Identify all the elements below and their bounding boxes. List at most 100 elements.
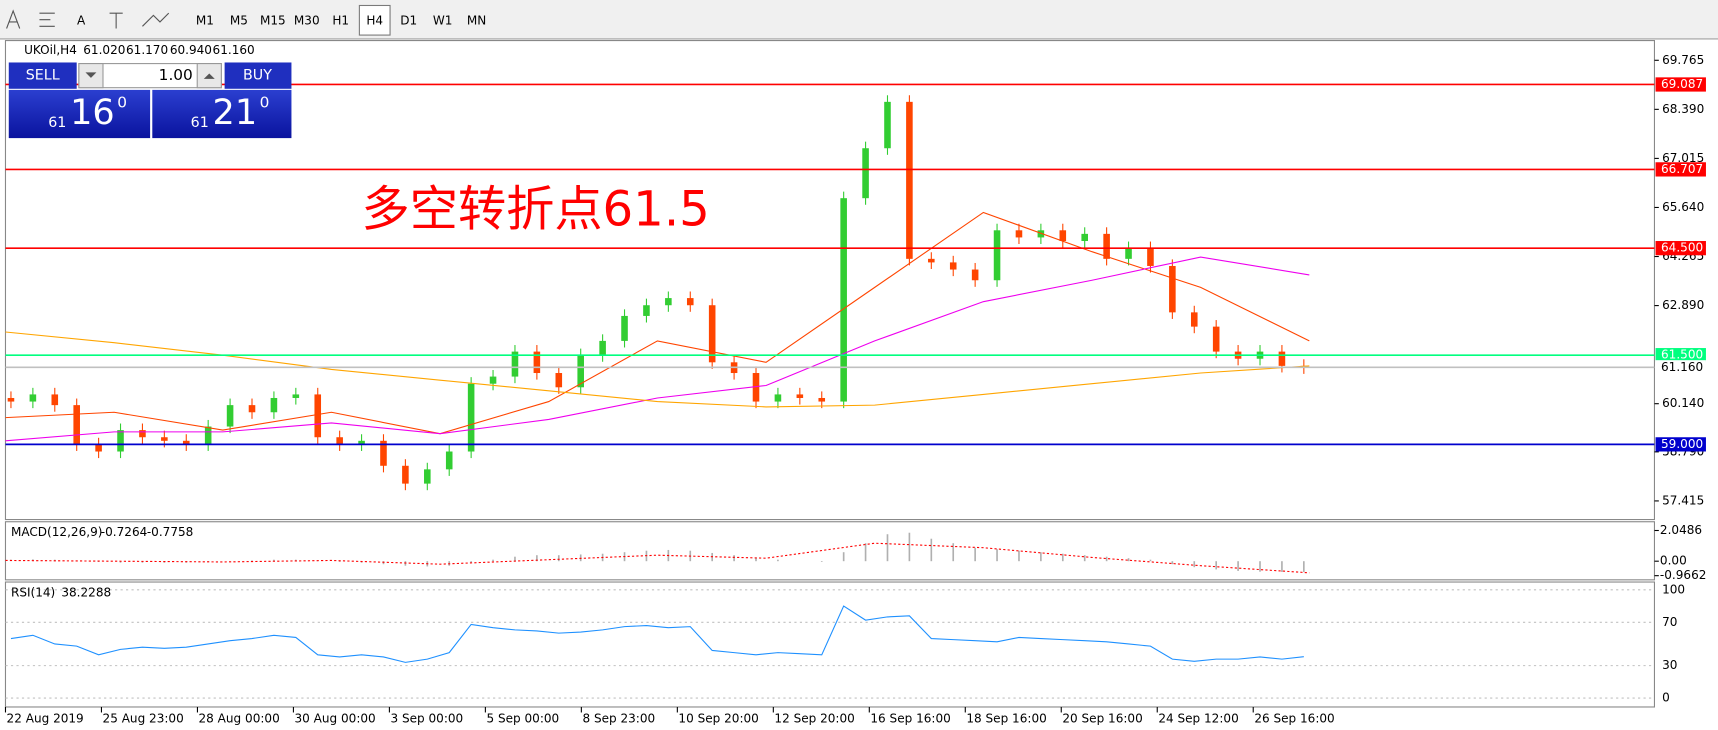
candle <box>796 394 804 398</box>
high-price: 61.170 <box>126 43 168 57</box>
macd-plot: 2.0486 0.00-0.9662 <box>5 523 1706 582</box>
buy-label[interactable]: BUY <box>243 68 272 84</box>
level-label: 64.500 <box>1661 241 1703 255</box>
timeframe-button[interactable]: D1 <box>400 13 417 27</box>
icon-crosshair[interactable] <box>6 9 21 29</box>
date-label: 30 Aug 00:00 <box>295 712 376 726</box>
sell-button[interactable] <box>8 62 77 89</box>
candle <box>445 451 453 470</box>
candle <box>643 305 650 316</box>
moving-average <box>5 256 1310 442</box>
candle <box>1125 248 1132 259</box>
main-plot: 69.76568.39067.01565.64064.26562.89060.1… <box>5 53 1706 507</box>
candle <box>533 351 541 374</box>
candle <box>686 298 694 306</box>
candle <box>949 262 957 270</box>
active-timeframe <box>358 4 391 36</box>
candle <box>840 198 847 402</box>
price-tick-label: 67.015 <box>1662 151 1704 165</box>
down-arrow <box>85 72 97 78</box>
candle <box>599 340 606 356</box>
icon-fibo[interactable] <box>39 12 55 27</box>
candle <box>555 373 563 388</box>
level-tag <box>1655 437 1706 452</box>
timeframe-button[interactable]: M30 <box>294 13 320 27</box>
date-label: 28 Aug 00:00 <box>199 712 280 726</box>
annotation: 多空转折点61.5 <box>362 182 710 238</box>
macd-tick-label: 2.0486 <box>1660 523 1702 537</box>
candle <box>7 397 15 402</box>
rsi-label: RSI(14) <box>11 585 55 599</box>
candle <box>29 394 37 402</box>
date-label: 12 Sep 20:00 <box>774 712 854 726</box>
timeframe-button[interactable]: M15 <box>260 13 286 27</box>
candle <box>971 269 979 281</box>
candle <box>358 440 365 445</box>
one-click-trade: SELL 1.00 BUY 61 16 0 61 21 0 <box>8 62 292 139</box>
ask-box[interactable] <box>152 89 292 139</box>
rsi-tick-label: 70 <box>1662 615 1677 629</box>
date-label: 22 Aug 2019 <box>7 712 84 726</box>
rsi-panel <box>4 581 1655 708</box>
candle <box>1059 230 1067 242</box>
date-label: 10 Sep 20:00 <box>678 712 758 726</box>
level-tag <box>1655 77 1706 92</box>
candle <box>1103 233 1110 259</box>
rsi-plot: 100 70 30 0 <box>5 582 1685 705</box>
candle <box>380 440 387 466</box>
timeframe-button[interactable]: H4 <box>366 13 383 27</box>
macd-panel <box>4 521 1655 581</box>
candle <box>1212 326 1220 352</box>
macd-signal <box>5 542 1310 574</box>
candle <box>424 469 431 484</box>
timeframe-button[interactable]: M1 <box>196 13 214 27</box>
bid-pre: 61 <box>48 115 66 131</box>
bid-box[interactable] <box>8 89 151 139</box>
candle <box>204 426 212 445</box>
date-label: 5 Sep 00:00 <box>486 712 559 726</box>
bid-big: 16 <box>70 92 115 133</box>
candle <box>993 230 1001 281</box>
tool-text[interactable]: A <box>77 13 86 27</box>
volume[interactable]: 1.00 <box>159 66 193 84</box>
level-label: 66.707 <box>1661 162 1703 176</box>
candle <box>182 440 190 445</box>
candle <box>292 394 300 398</box>
open-price: 61.020 <box>83 43 125 57</box>
buy-button[interactable] <box>224 62 292 89</box>
candle <box>906 101 913 259</box>
level-tag <box>1655 348 1706 363</box>
price-tick-label: 68.390 <box>1662 102 1704 116</box>
rsi-tick-label: 30 <box>1662 658 1677 672</box>
close-price: 61.160 <box>213 43 255 57</box>
timeframe-button[interactable]: W1 <box>433 13 453 27</box>
date-label: 18 Sep 16:00 <box>966 712 1046 726</box>
candle <box>314 394 322 438</box>
candle <box>51 394 59 406</box>
candle <box>117 430 124 452</box>
level-label: 69.087 <box>1661 77 1703 91</box>
rsi-tick-label: 0 <box>1662 691 1670 705</box>
level-label: 61.160 <box>1661 360 1703 374</box>
candle <box>818 397 826 402</box>
moving-average <box>5 211 1310 435</box>
level-tag <box>1655 241 1706 256</box>
candle <box>336 437 343 445</box>
symbol: UKOil,H4 <box>24 43 77 57</box>
level-tag <box>1655 360 1706 375</box>
macd-tick-label: -0.9662 <box>1660 568 1706 582</box>
candle <box>402 465 409 484</box>
date-label: 20 Sep 16:00 <box>1062 712 1142 726</box>
timeframe-button[interactable]: MN <box>467 13 486 27</box>
price-tick-label: 60.140 <box>1662 396 1704 410</box>
price-tick-label: 62.890 <box>1662 298 1704 312</box>
sell-label[interactable]: SELL <box>26 68 60 84</box>
timeframe-button[interactable]: H1 <box>332 13 349 27</box>
candle <box>248 405 256 413</box>
icon-arrows[interactable] <box>142 12 170 27</box>
icon-text-label[interactable] <box>109 12 123 29</box>
date-label: 16 Sep 16:00 <box>870 712 950 726</box>
macd-signal-value: -0.7758 <box>147 525 193 539</box>
timeframe-button[interactable]: M5 <box>230 13 248 27</box>
